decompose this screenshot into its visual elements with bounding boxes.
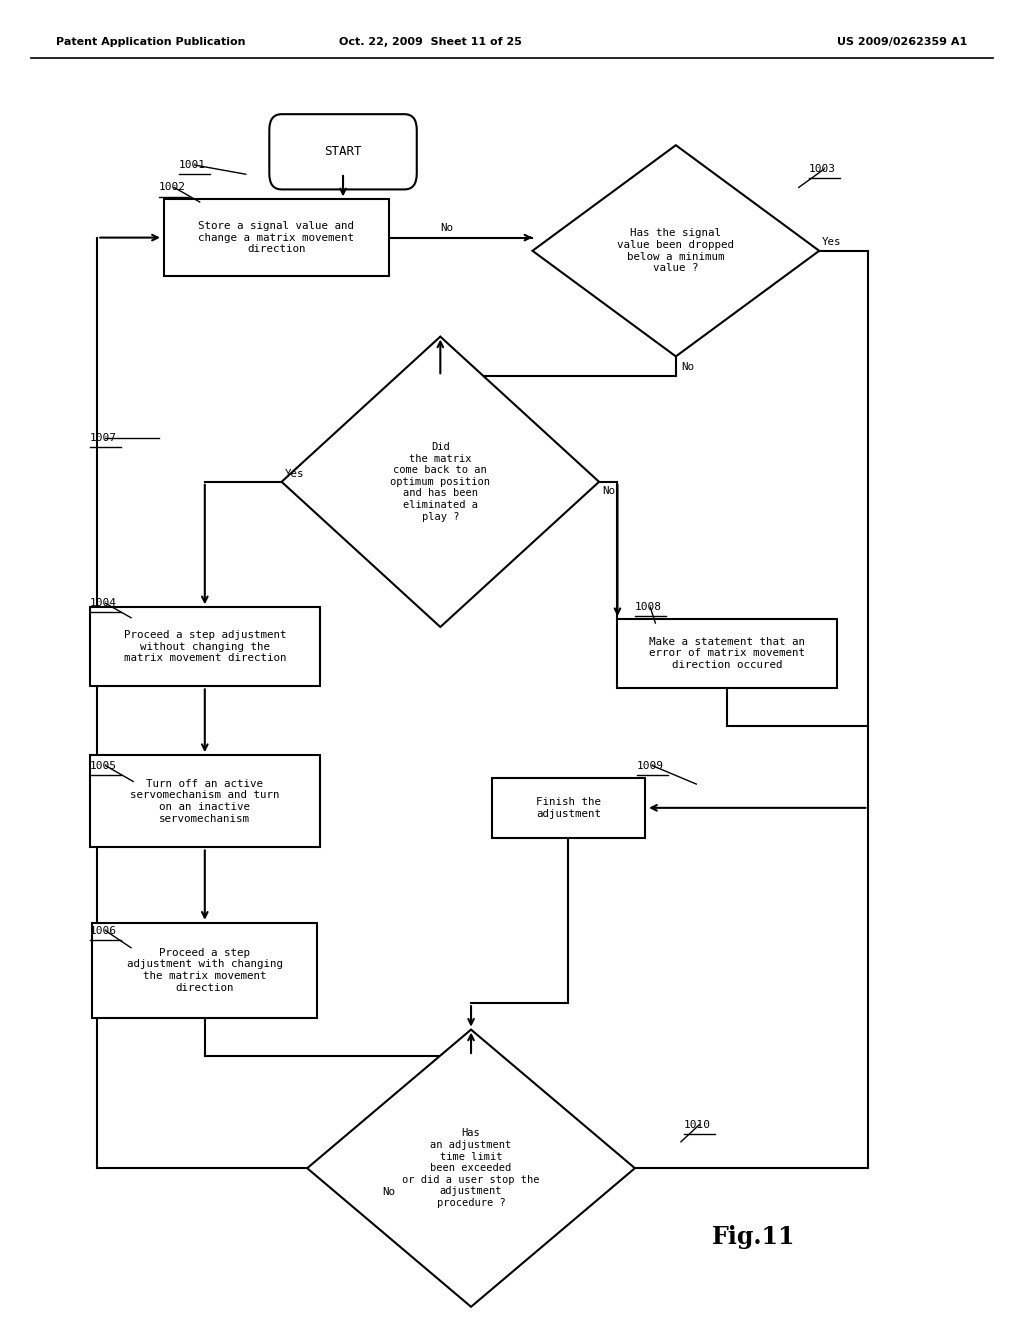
Text: Has the signal
value been dropped
below a minimum
value ?: Has the signal value been dropped below … — [617, 228, 734, 273]
Polygon shape — [532, 145, 819, 356]
Text: Finish the
adjustment: Finish the adjustment — [536, 797, 601, 818]
Text: 1002: 1002 — [159, 182, 185, 193]
Text: 1009: 1009 — [637, 760, 664, 771]
Text: 1007: 1007 — [90, 433, 117, 444]
Text: 1001: 1001 — [179, 160, 206, 170]
Text: 1010: 1010 — [684, 1119, 711, 1130]
Text: 1006: 1006 — [90, 925, 117, 936]
Text: 1005: 1005 — [90, 760, 117, 771]
FancyBboxPatch shape — [92, 923, 317, 1018]
Text: Fig.11: Fig.11 — [712, 1225, 796, 1249]
Text: 1008: 1008 — [635, 602, 662, 612]
Text: Patent Application Publication: Patent Application Publication — [56, 37, 246, 48]
Text: No: No — [602, 486, 615, 496]
Text: No: No — [383, 1187, 395, 1197]
FancyBboxPatch shape — [90, 755, 319, 847]
Text: START: START — [325, 145, 361, 158]
Text: Yes: Yes — [285, 469, 304, 479]
Text: Has
an adjustment
time limit
been exceeded
or did a user stop the
adjustment
pro: Has an adjustment time limit been exceed… — [402, 1129, 540, 1208]
FancyBboxPatch shape — [164, 199, 389, 276]
FancyBboxPatch shape — [492, 777, 645, 838]
FancyBboxPatch shape — [269, 114, 417, 189]
Text: Proceed a step
adjustment with changing
the matrix movement
direction: Proceed a step adjustment with changing … — [127, 948, 283, 993]
Text: Oct. 22, 2009  Sheet 11 of 25: Oct. 22, 2009 Sheet 11 of 25 — [339, 37, 521, 48]
Text: Store a signal value and
change a matrix movement
direction: Store a signal value and change a matrix… — [199, 220, 354, 255]
FancyBboxPatch shape — [616, 619, 837, 688]
Text: Yes: Yes — [822, 236, 842, 247]
Text: No: No — [440, 223, 454, 234]
Text: No: No — [681, 362, 694, 372]
Text: Make a statement that an
error of matrix movement
direction occured: Make a statement that an error of matrix… — [649, 636, 805, 671]
Text: 1004: 1004 — [90, 598, 117, 609]
Text: Did
the matrix
come back to an
optimum position
and has been
eliminated a
play ?: Did the matrix come back to an optimum p… — [390, 442, 490, 521]
Text: Proceed a step adjustment
without changing the
matrix movement direction: Proceed a step adjustment without changi… — [124, 630, 286, 664]
Text: 1003: 1003 — [809, 164, 836, 174]
Polygon shape — [307, 1030, 635, 1307]
FancyBboxPatch shape — [90, 607, 319, 686]
Polygon shape — [282, 337, 599, 627]
Text: US 2009/0262359 A1: US 2009/0262359 A1 — [838, 37, 968, 48]
Text: Turn off an active
servomechanism and turn
on an inactive
servomechanism: Turn off an active servomechanism and tu… — [130, 779, 280, 824]
